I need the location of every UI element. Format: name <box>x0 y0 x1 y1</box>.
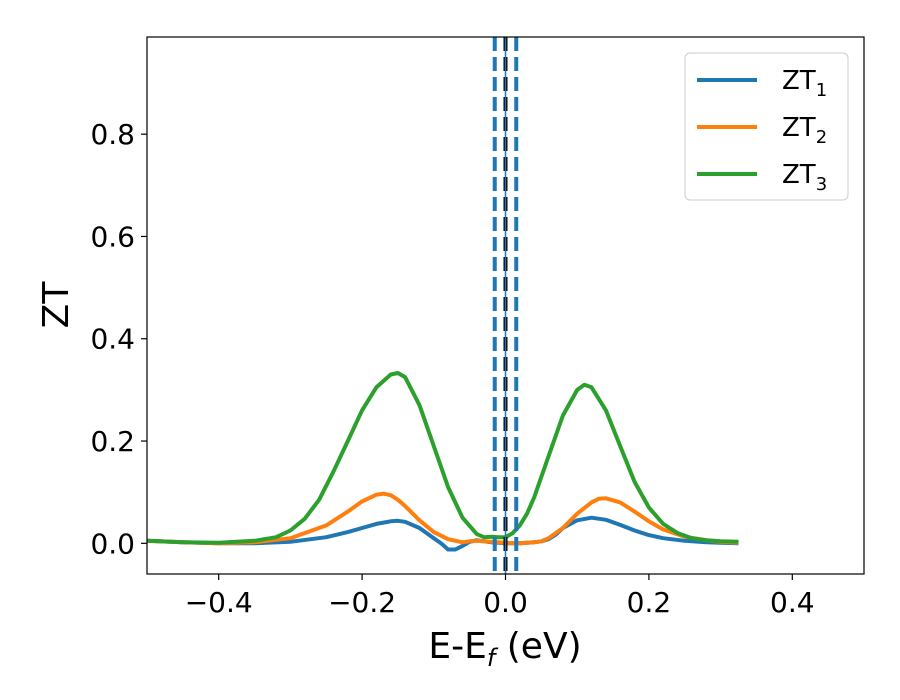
y-tick-label: 0.8 <box>90 118 135 151</box>
x-tick-label: 0.0 <box>483 586 528 619</box>
legend-label-zt3: ZT3 <box>782 160 827 195</box>
series-line-zt3 <box>147 371 739 545</box>
y-axis-label: ZT <box>36 281 77 329</box>
legend: ZT1 ZT2 ZT3 <box>684 52 849 201</box>
y-tick-label: 0.6 <box>90 220 135 253</box>
vline-layer <box>492 37 519 574</box>
y-axis: 0.0 0.2 0.4 0.6 0.8 <box>90 118 147 560</box>
x-tick-label: −0.4 <box>185 586 253 619</box>
legend-label-zt2: ZT2 <box>782 113 827 148</box>
y-tick-label: 0.0 <box>90 527 135 560</box>
x-tick-label: 0.4 <box>770 586 815 619</box>
x-axis: −0.4 −0.2 0.0 0.2 0.4 <box>185 574 815 619</box>
y-tick-label: 0.4 <box>90 323 135 356</box>
y-tick-label: 0.2 <box>90 425 135 458</box>
legend-label-zt1: ZT1 <box>782 66 827 101</box>
x-tick-label: −0.2 <box>328 586 396 619</box>
legend-frame <box>684 52 849 201</box>
x-tick-label: 0.2 <box>627 586 672 619</box>
x-axis-label: E-Ef (eV) <box>428 626 581 672</box>
series-layer <box>147 371 739 552</box>
